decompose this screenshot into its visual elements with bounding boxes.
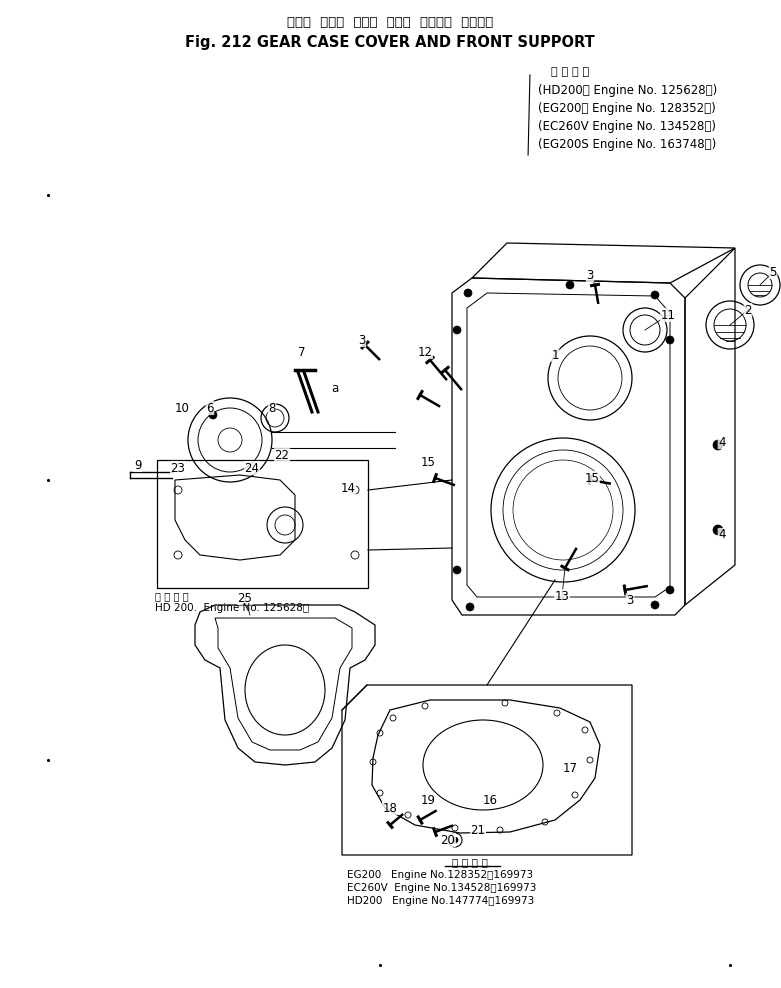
Text: Fig. 212 GEAR CASE COVER AND FRONT SUPPORT: Fig. 212 GEAR CASE COVER AND FRONT SUPPO…	[185, 35, 595, 49]
Circle shape	[453, 326, 461, 334]
Text: 19: 19	[420, 793, 436, 806]
Text: 24: 24	[244, 461, 259, 474]
Text: 9: 9	[134, 458, 141, 471]
Circle shape	[209, 411, 217, 419]
Text: ギヤー  ケース  カバー  および  フロント  サポート: ギヤー ケース カバー および フロント サポート	[287, 16, 493, 29]
Text: 15: 15	[584, 471, 600, 484]
Text: 23: 23	[170, 461, 185, 474]
Circle shape	[666, 586, 674, 594]
Text: (HD200　 Engine No. 125628～): (HD200 Engine No. 125628～)	[538, 84, 717, 97]
Text: (EC260V Engine No. 134528～): (EC260V Engine No. 134528～)	[538, 120, 716, 132]
Text: 3: 3	[587, 269, 594, 282]
Text: EC260V  Engine No.134528～169973: EC260V Engine No.134528～169973	[347, 883, 537, 893]
Text: 1: 1	[551, 349, 558, 362]
Text: (EG200S Engine No. 163748～): (EG200S Engine No. 163748～)	[538, 137, 716, 150]
Text: 7: 7	[298, 346, 305, 359]
Text: 18: 18	[383, 801, 398, 814]
Text: HD200   Engine No.147774～169973: HD200 Engine No.147774～169973	[347, 896, 534, 906]
Text: 25: 25	[237, 592, 252, 605]
Circle shape	[651, 601, 659, 609]
Text: 12: 12	[418, 346, 433, 359]
Bar	[157, 460, 368, 588]
Text: 13: 13	[555, 590, 569, 603]
Circle shape	[651, 291, 659, 299]
Text: 適 用 号 機: 適 用 号 機	[551, 67, 589, 77]
Text: 適 用 号 機: 適 用 号 機	[155, 591, 189, 601]
Text: 20: 20	[440, 834, 455, 847]
Text: 8: 8	[269, 401, 276, 415]
Circle shape	[464, 289, 472, 297]
Text: 5: 5	[769, 266, 776, 279]
Text: 3: 3	[626, 594, 633, 607]
Text: 17: 17	[562, 762, 577, 775]
Circle shape	[452, 837, 458, 843]
Circle shape	[566, 281, 574, 289]
Text: 21: 21	[470, 824, 486, 837]
Text: 適 用 号 機: 適 用 号 機	[452, 857, 488, 867]
Circle shape	[466, 603, 474, 611]
Circle shape	[453, 566, 461, 574]
Text: HD 200.  Engine No. 125628～: HD 200. Engine No. 125628～	[155, 603, 309, 613]
Text: a: a	[331, 381, 339, 394]
Text: 3: 3	[358, 334, 366, 347]
Text: 4: 4	[719, 529, 726, 541]
Text: 11: 11	[661, 308, 676, 321]
Circle shape	[666, 336, 674, 344]
Text: 6: 6	[206, 401, 214, 415]
Text: 4: 4	[719, 436, 726, 449]
Text: 16: 16	[483, 793, 497, 806]
Circle shape	[713, 525, 723, 535]
Text: 15: 15	[420, 455, 436, 468]
Text: 2: 2	[744, 303, 752, 316]
Text: 14: 14	[341, 481, 355, 495]
Circle shape	[713, 440, 723, 450]
Text: 10: 10	[175, 401, 190, 415]
Text: EG200   Engine No.128352～169973: EG200 Engine No.128352～169973	[347, 870, 533, 880]
Text: 22: 22	[274, 449, 290, 461]
Text: (EG200　 Engine No. 128352～): (EG200 Engine No. 128352～)	[538, 102, 715, 115]
